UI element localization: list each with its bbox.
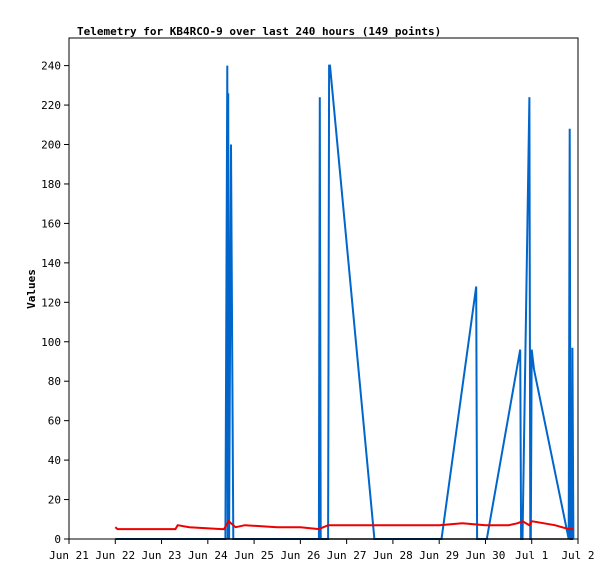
y-tick-label: 140 bbox=[41, 257, 61, 270]
y-axis-label: Values bbox=[25, 269, 38, 309]
x-tick-label: Jun 26 bbox=[280, 549, 320, 562]
x-tick-label: Jul 2 bbox=[561, 549, 594, 562]
y-tick-label: 60 bbox=[48, 415, 61, 428]
y-tick-label: 220 bbox=[41, 99, 61, 112]
x-tick-label: Jun 29 bbox=[419, 549, 459, 562]
x-tick-label: Jul 1 bbox=[515, 549, 548, 562]
x-tick-label: Jun 24 bbox=[188, 549, 228, 562]
x-tick-label: Jun 23 bbox=[142, 549, 182, 562]
y-tick-label: 100 bbox=[41, 336, 61, 349]
series-line-2 bbox=[114, 519, 574, 531]
y-tick-label: 40 bbox=[48, 454, 61, 467]
y-tick-label: 240 bbox=[41, 60, 61, 73]
chart-title: Telemetry for KB4RCO-9 over last 240 hou… bbox=[77, 25, 441, 38]
x-tick-label: Jun 28 bbox=[373, 549, 413, 562]
x-tick-label: Jun 25 bbox=[234, 549, 274, 562]
y-tick-label: 180 bbox=[41, 178, 61, 191]
x-axis: Jun 21 Jun 22 Jun 23 Jun 24 Jun 25 Jun 26 Jun … bbox=[49, 539, 595, 562]
series-line-1 bbox=[115, 64, 575, 540]
x-tick-label: Jun 21 bbox=[49, 549, 89, 562]
y-tick-label: 0 bbox=[54, 533, 61, 546]
series-layer bbox=[114, 64, 575, 540]
y-tick-label: 160 bbox=[41, 217, 61, 230]
y-axis: 0 20 40 60 80 100 120 140 160 180 200 220 240 bbox=[41, 60, 69, 546]
x-tick-label: Jun 27 bbox=[327, 549, 367, 562]
x-tick-label: Jun 30 bbox=[466, 549, 506, 562]
y-tick-label: 80 bbox=[48, 375, 61, 388]
y-tick-label: 120 bbox=[41, 296, 61, 309]
y-tick-label: 200 bbox=[41, 139, 61, 152]
y-tick-label: 20 bbox=[48, 494, 61, 507]
x-tick-label: Jun 22 bbox=[95, 549, 135, 562]
